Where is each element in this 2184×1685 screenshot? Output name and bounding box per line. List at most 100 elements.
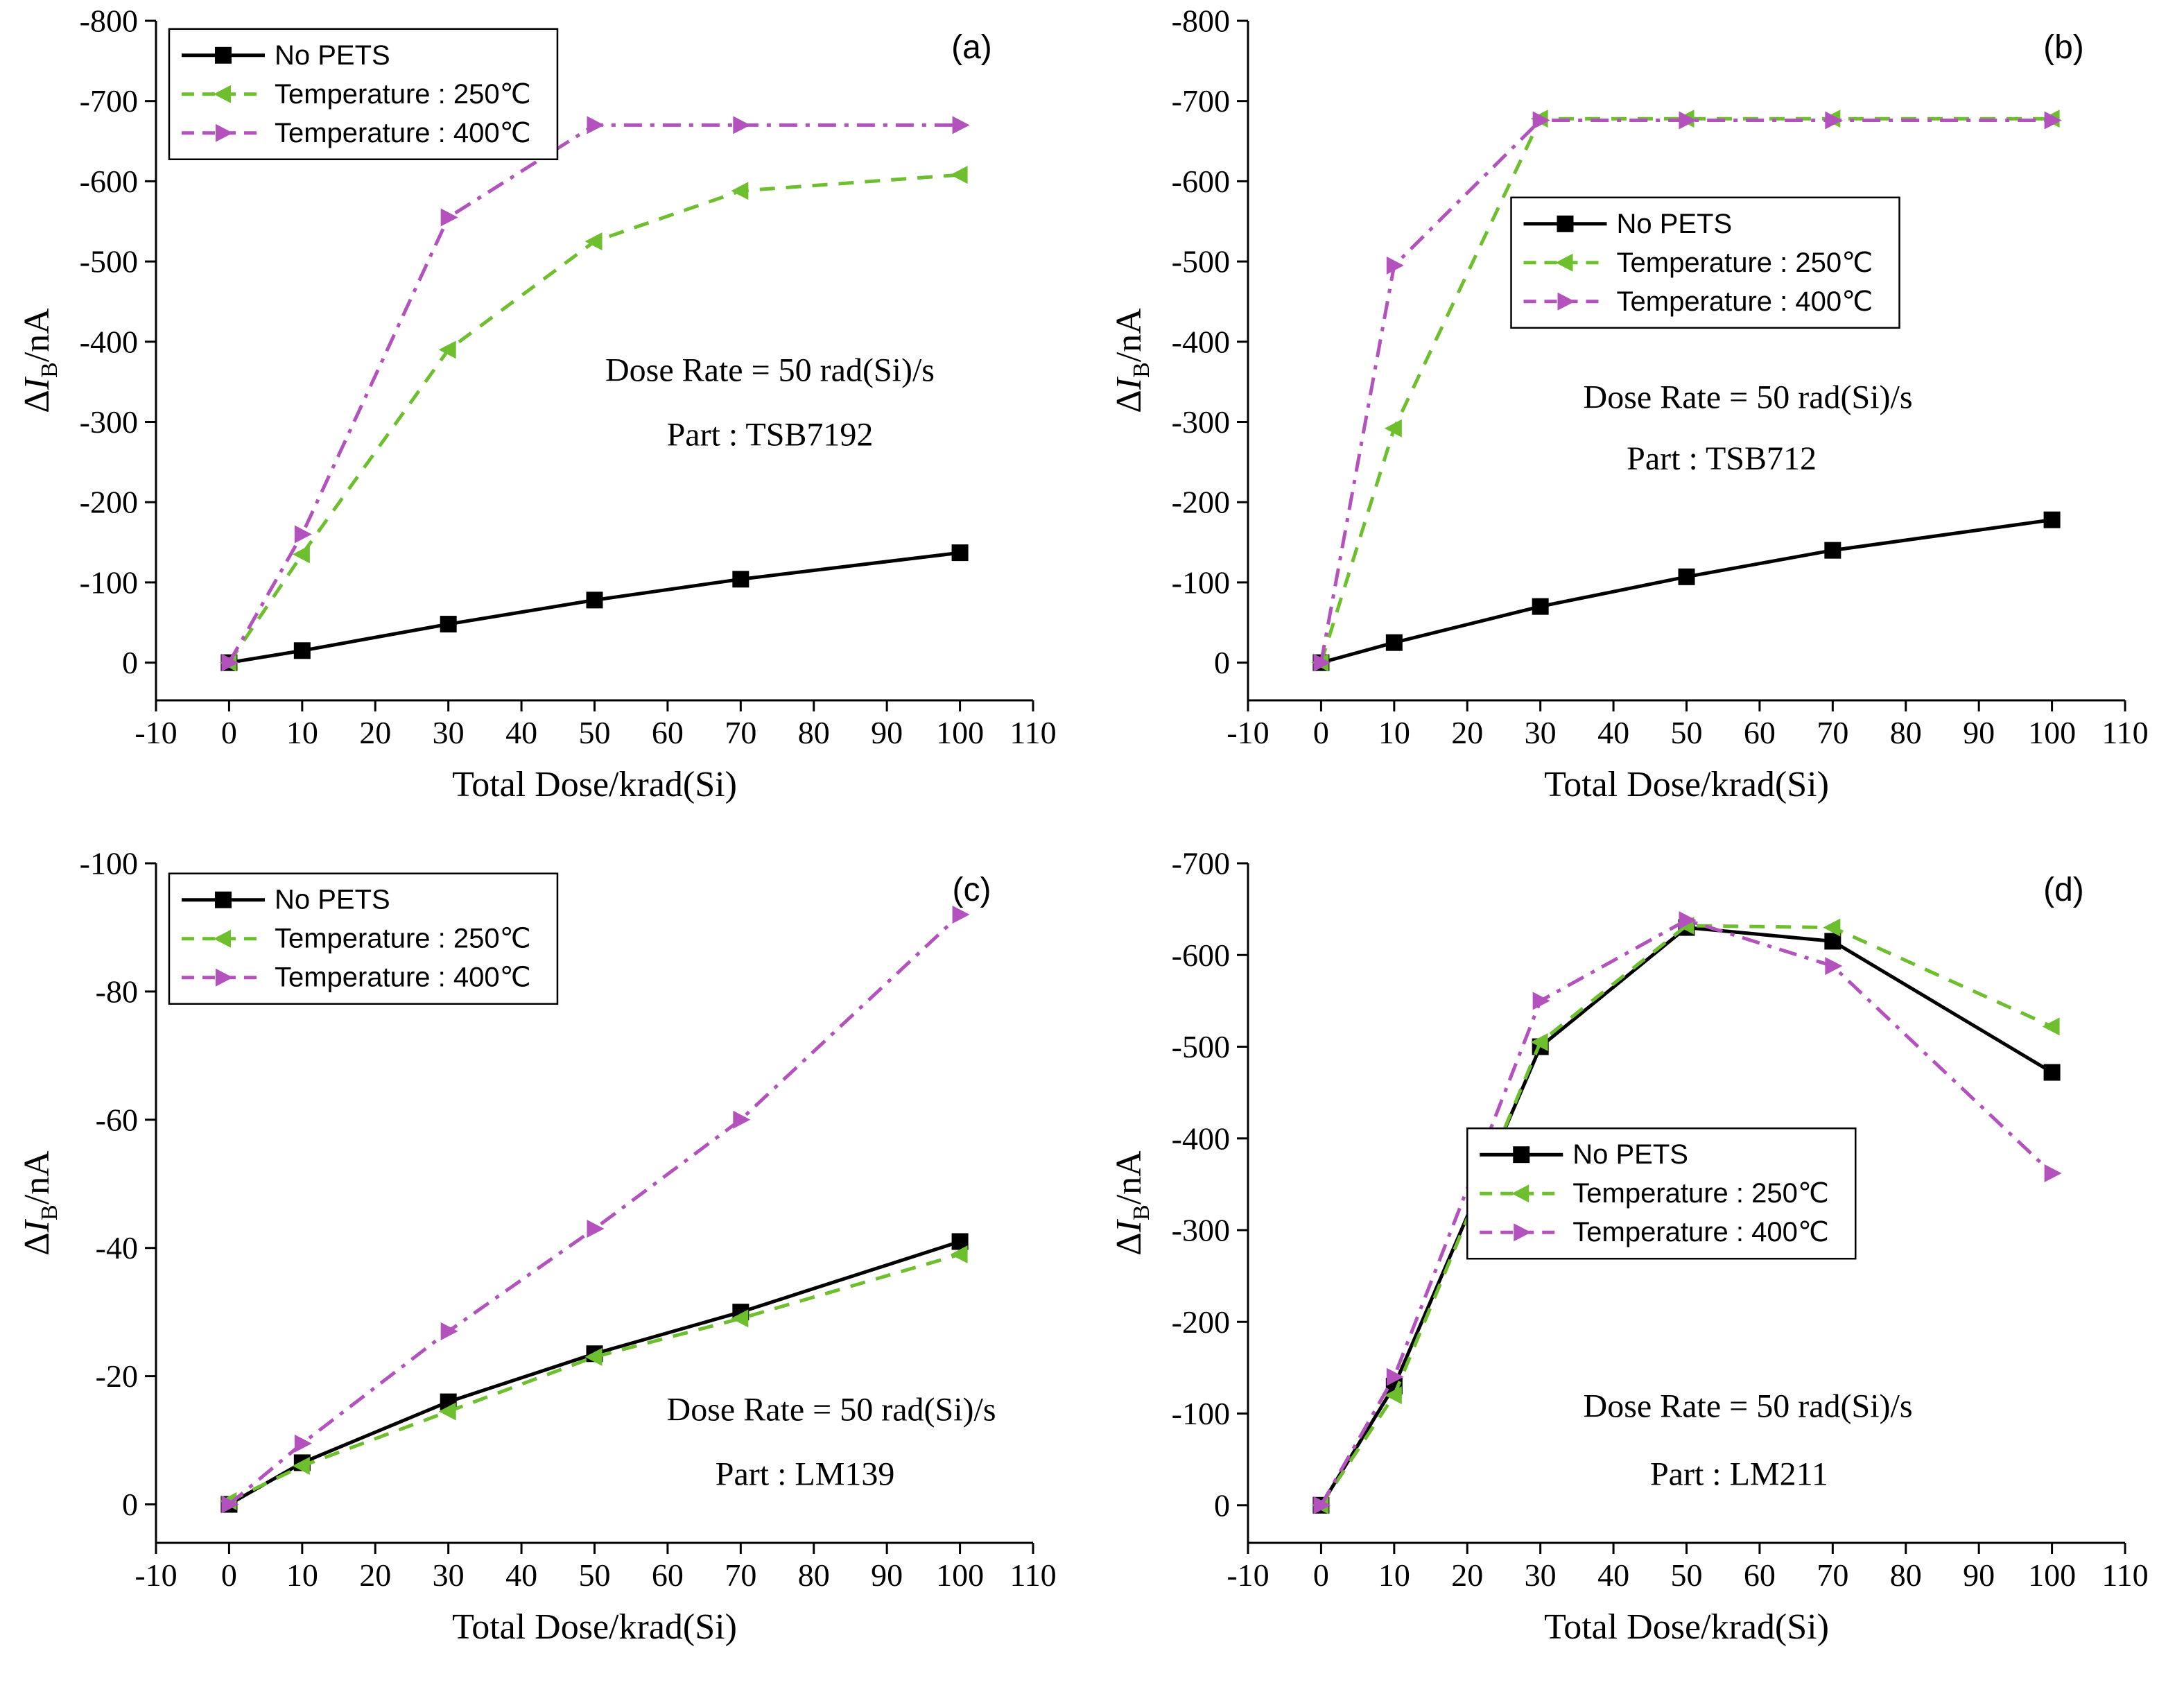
y-tick-label: -800	[1172, 3, 1230, 39]
series-triangle-right	[221, 905, 970, 1514]
y-tick-label: -500	[1172, 1029, 1230, 1064]
y-tick-label: -80	[96, 974, 138, 1009]
x-tick-label: 50	[579, 1557, 611, 1593]
y-tick-label: -100	[80, 846, 138, 881]
marker-triangle-left	[1384, 419, 1402, 438]
marker-square	[1385, 634, 1403, 651]
marker-triangle-right	[294, 525, 312, 544]
y-tick-label: -300	[80, 404, 138, 440]
x-tick-label: 0	[221, 715, 237, 750]
y-tick-label: -100	[80, 564, 138, 600]
x-tick-label: 100	[2028, 1557, 2076, 1593]
x-tick-label: 60	[1744, 1557, 1776, 1593]
marker-triangle-right	[215, 123, 233, 142]
marker-triangle-right	[1313, 653, 1331, 672]
y-axis-title: ΔIB/nA	[17, 308, 62, 413]
y-tick-label: -600	[80, 164, 138, 199]
legend: No PETS Temperature : 250℃ Temperature : 4…	[168, 28, 559, 161]
y-tick-label: -200	[80, 485, 138, 520]
x-tick-label: -10	[135, 715, 177, 750]
x-axis-title: Total Dose/krad(Si)	[452, 765, 737, 804]
marker-square	[732, 571, 749, 588]
y-tick-label: -700	[1172, 846, 1230, 881]
series-triangle-left	[219, 1245, 968, 1510]
x-tick-label: 30	[433, 715, 465, 750]
marker-square	[2043, 511, 2061, 528]
series-line	[1319, 924, 2053, 1507]
x-tick-label: 60	[652, 1557, 684, 1593]
marker-triangle-right	[2044, 111, 2062, 130]
y-tick-label: -200	[1172, 485, 1230, 520]
x-tick-label: 50	[579, 715, 611, 750]
x-tick-label: 50	[1671, 715, 1703, 750]
y-tick-label: -700	[80, 83, 138, 119]
x-tick-label: 100	[936, 1557, 984, 1593]
y-tick-label: -400	[80, 324, 138, 359]
y-tick-label: -40	[96, 1230, 138, 1265]
x-axis-title: Total Dose/krad(Si)	[1544, 765, 1829, 804]
marker-triangle-left	[584, 1347, 603, 1366]
marker-triangle-right	[1557, 292, 1575, 311]
x-tick-label: 0	[1313, 715, 1329, 750]
marker-square	[440, 616, 457, 633]
y-tick-label: -800	[80, 3, 138, 39]
marker-triangle-left	[213, 85, 231, 103]
x-tick-label: 10	[1378, 715, 1410, 750]
marker-triangle-left	[2042, 1017, 2060, 1036]
marker-square	[1532, 598, 1549, 615]
y-tick-label: -400	[1172, 324, 1230, 359]
legend-entry-label: Temperature : 250℃	[1572, 1178, 1829, 1209]
marker-triangle-left	[1555, 253, 1573, 272]
x-tick-label: 90	[1963, 1557, 1995, 1593]
x-tick-label: 80	[1890, 715, 1922, 750]
legend-entry-label: No PETS	[1572, 1139, 1688, 1170]
series-triangle-right	[1313, 111, 2062, 672]
x-tick-label: 110	[1009, 715, 1056, 750]
x-tick-label: 30	[1525, 715, 1557, 750]
x-tick-label: 20	[1451, 1557, 1483, 1593]
marker-triangle-left	[438, 1402, 456, 1421]
legend: No PETS Temperature : 250℃ Temperature : 4…	[168, 872, 559, 1005]
marker-triangle-right	[1825, 111, 1843, 130]
x-tick-label: 40	[505, 715, 537, 750]
y-tick-label: 0	[122, 1487, 138, 1522]
axes: -100-80-60-40-200-10 0 10 20 30 40 50 60 70 80 90 1…	[80, 846, 1057, 1593]
x-tick-label: -10	[1227, 715, 1269, 750]
y-tick-label: -600	[1172, 937, 1230, 973]
y-tick-label: -600	[1172, 164, 1230, 199]
marker-triangle-right	[1386, 1367, 1404, 1386]
series-line	[1319, 926, 2053, 1507]
marker-triangle-right	[221, 653, 239, 672]
x-tick-label: 30	[1525, 1557, 1557, 1593]
marker-triangle-right	[587, 1219, 605, 1238]
x-tick-label: 100	[936, 715, 984, 750]
x-tick-label: 110	[2101, 715, 2148, 750]
marker-triangle-right	[733, 1110, 751, 1129]
marker-triangle-right	[952, 116, 970, 135]
x-tick-label: -10	[1227, 1557, 1269, 1593]
marker-square	[1824, 933, 1841, 950]
x-axis-title: Total Dose/krad(Si)	[452, 1607, 737, 1647]
marker-square	[951, 544, 969, 562]
marker-triangle-right	[1532, 111, 1550, 130]
marker-triangle-right	[733, 116, 751, 135]
x-tick-label: 70	[1817, 1557, 1848, 1593]
y-axis-title: ΔIB/nA	[1109, 1150, 1154, 1256]
marker-triangle-right	[221, 1495, 239, 1514]
series-line	[228, 1252, 961, 1503]
series-line	[1320, 518, 2052, 665]
x-tick-label: 70	[725, 715, 756, 750]
x-tick-label: 0	[1313, 1557, 1329, 1593]
annotation-text: Dose Rate = 50 rad(Si)/s	[605, 352, 935, 388]
marker-triangle-right	[1679, 111, 1697, 130]
marker-triangle-right	[1313, 1496, 1331, 1514]
x-tick-label: 90	[1963, 715, 1995, 750]
panel-label: (b)	[2043, 29, 2084, 66]
legend-entry-label: Temperature : 400℃	[1617, 286, 1873, 317]
annotation-text: Dose Rate = 50 rad(Si)/s	[667, 1392, 996, 1428]
x-tick-label: 20	[359, 1557, 391, 1593]
y-tick-label: -400	[1172, 1121, 1230, 1156]
